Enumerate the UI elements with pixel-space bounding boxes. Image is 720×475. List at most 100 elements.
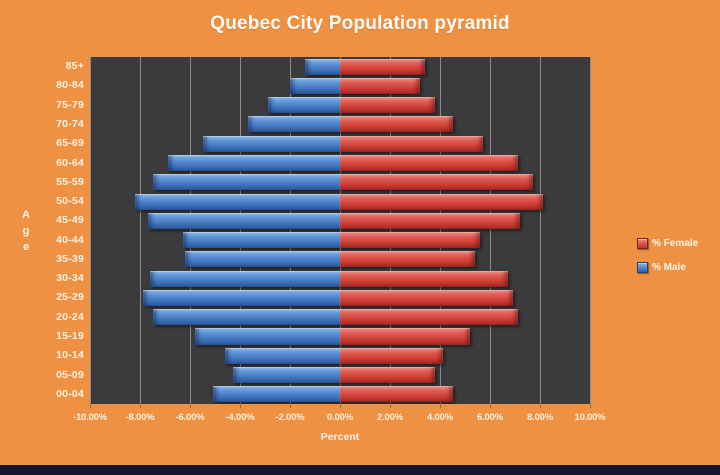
female-bar (340, 154, 518, 172)
female-bar (340, 386, 453, 403)
y-tick-label: 75-79 (56, 98, 84, 111)
gridline (590, 57, 591, 404)
x-axis-tick (340, 404, 341, 408)
female-bar (340, 77, 420, 94)
male-bar (247, 116, 340, 133)
male-bar (142, 289, 340, 306)
y-tick-label: 30-34 (56, 272, 84, 285)
female-bar (340, 251, 475, 268)
x-axis-title: Percent (320, 431, 360, 443)
gridline (190, 57, 191, 404)
male-bar (150, 270, 340, 287)
y-tick-label: 20-24 (56, 310, 84, 323)
male-bar (225, 347, 340, 364)
female-bar (340, 232, 480, 249)
legend-label-female: % Female (652, 238, 699, 249)
legend-item-male: % Male (637, 262, 717, 273)
plot-area (90, 57, 591, 404)
female-bar (340, 193, 543, 210)
y-tick-label: 55-59 (56, 175, 84, 188)
female-bar (340, 58, 425, 75)
gridline (290, 57, 291, 404)
x-axis-tick (590, 404, 591, 408)
x-axis-tick (440, 404, 441, 408)
x-axis-tick (290, 404, 291, 408)
female-bar (340, 174, 533, 191)
female-series-swatch-icon (637, 238, 648, 249)
male-bar (305, 58, 340, 75)
x-tick-label: -10.00% (73, 412, 107, 423)
female-bar (340, 270, 508, 287)
female-bar (340, 328, 470, 345)
x-axis-tick (190, 404, 191, 408)
x-tick-label: 4.00% (427, 412, 453, 423)
x-tick-label: -4.00% (225, 412, 255, 423)
male-bar (152, 174, 340, 191)
y-tick-label: 40-44 (56, 233, 84, 246)
x-tick-label: -6.00% (175, 412, 205, 423)
x-axis-tick (240, 404, 241, 408)
legend: % Female % Male (637, 238, 717, 286)
male-bar (195, 328, 340, 345)
y-tick-label: 45-49 (56, 214, 84, 227)
x-axis-tick (140, 404, 141, 408)
male-bar (290, 77, 340, 94)
male-bar (147, 212, 340, 229)
male-bar (267, 97, 340, 114)
female-bar (340, 116, 453, 133)
y-tick-label: 65-69 (56, 137, 84, 150)
x-axis-tick (540, 404, 541, 408)
gridline (240, 57, 241, 404)
x-axis-tick (490, 404, 491, 408)
y-tick-label: 05-09 (56, 368, 84, 381)
female-bar (340, 347, 443, 364)
male-series-swatch-icon (637, 262, 648, 273)
x-tick-label: -8.00% (125, 412, 155, 423)
y-tick-label: 60-64 (56, 156, 84, 169)
x-tick-label: -2.00% (275, 412, 305, 423)
y-tick-label: 10-14 (56, 349, 84, 362)
male-bar (212, 386, 340, 403)
y-tick-label: 25-29 (56, 291, 84, 304)
y-tick-label: 35-39 (56, 252, 84, 265)
y-tick-label: 85+ (65, 60, 84, 73)
female-bar (340, 289, 513, 306)
x-tick-label: 10.00% (574, 412, 606, 423)
y-tick-label: 15-19 (56, 330, 84, 343)
x-axis-tick (390, 404, 391, 408)
y-tick-label: 70-74 (56, 117, 84, 130)
male-bar (182, 232, 340, 249)
male-bar (152, 309, 340, 326)
x-tick-label: 0.00% (327, 412, 353, 423)
chart-title: Quebec City Population pyramid (210, 13, 510, 34)
gridline (440, 57, 441, 404)
gridline (390, 57, 391, 404)
legend-item-female: % Female (637, 238, 717, 249)
female-bar (340, 212, 520, 229)
y-tick-label: 50-54 (56, 195, 84, 208)
female-bar (340, 309, 518, 326)
legend-label-male: % Male (652, 262, 686, 273)
gridline (340, 57, 341, 404)
gridline (140, 57, 141, 404)
female-bar (340, 367, 435, 384)
y-tick-label: 00-04 (56, 387, 84, 400)
male-bar (185, 251, 340, 268)
footer-bar (0, 465, 720, 475)
male-bar (232, 367, 340, 384)
male-bar (167, 154, 340, 172)
gridline (540, 57, 541, 404)
female-bar (340, 97, 435, 114)
x-tick-label: 6.00% (477, 412, 503, 423)
y-tick-label: 80-84 (56, 79, 84, 92)
female-bar (340, 135, 483, 152)
x-axis-tick (90, 404, 91, 408)
gridline (90, 57, 91, 404)
male-bar (135, 193, 340, 210)
gridline (490, 57, 491, 404)
x-tick-label: 8.00% (527, 412, 553, 423)
x-tick-label: 2.00% (377, 412, 403, 423)
male-bar (202, 135, 340, 152)
